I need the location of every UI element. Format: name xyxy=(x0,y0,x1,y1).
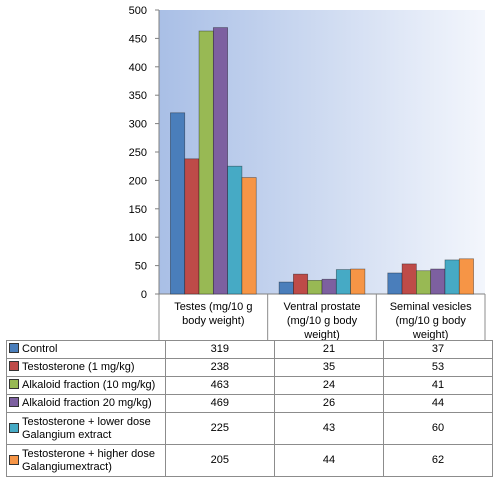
bar xyxy=(212,27,228,295)
value-cell: 41 xyxy=(382,376,493,395)
value-cell: 238 xyxy=(164,358,275,377)
category-labels: Testes (mg/10 g body weight) Ventral prost… xyxy=(174,301,472,340)
bar xyxy=(430,268,446,295)
bar xyxy=(307,280,323,295)
value-cell: 43 xyxy=(273,412,384,445)
bar xyxy=(401,263,417,295)
series-label-cell: Testosterone + lower dose Galangium extra… xyxy=(6,412,166,445)
legend-swatch xyxy=(9,454,19,465)
series-label-cell: Testosterone + higher dose Galangiumextra… xyxy=(6,444,166,477)
value-cell: 225 xyxy=(164,412,275,445)
series-label-cell: Alkaloid fraction 20 mg/kg) xyxy=(6,394,166,413)
y-tick-label: 500 xyxy=(129,5,147,17)
bar xyxy=(227,165,243,295)
bar xyxy=(184,158,200,295)
bar xyxy=(416,270,432,295)
table-row: Control 319 21 37 xyxy=(6,340,493,359)
value-cell: 44 xyxy=(382,394,493,413)
value-cell: 469 xyxy=(164,394,275,413)
series-label-cell: Alkaloid fraction (10 mg/kg) xyxy=(6,376,166,395)
bar xyxy=(198,30,214,295)
y-tick-label: 50 xyxy=(135,261,147,273)
bar xyxy=(170,112,186,295)
table-row: Testosterone + higher dose Galangiumextra… xyxy=(6,444,493,477)
series-label-cell: Control xyxy=(6,340,166,359)
y-tick-label: 150 xyxy=(129,204,147,216)
y-tick-label: 250 xyxy=(129,147,147,159)
value-cell: 37 xyxy=(382,340,493,359)
y-tick-label: 400 xyxy=(129,62,147,74)
value-cell: 463 xyxy=(164,376,275,395)
bar-chart: 0 50 100 150 200 250 300 350 400 450 500 Testes (m… xyxy=(129,5,486,340)
value-cell: 44 xyxy=(273,444,384,477)
y-tick-label: 100 xyxy=(129,232,147,244)
category-label: Ventral prostate (mg/10 g body weight) xyxy=(283,301,360,340)
table-row: Testosterone (1 mg/kg) 238 35 53 xyxy=(6,358,493,377)
bar xyxy=(444,259,460,295)
series-name: Testosterone + lower dose Galangium extra… xyxy=(22,415,151,441)
legend-swatch xyxy=(9,379,19,390)
table-row: Testosterone + lower dose Galangium extra… xyxy=(6,412,493,445)
y-tick-label: 200 xyxy=(129,175,147,187)
category-label: Seminal vesicles (mg/10 g body weight) xyxy=(390,301,472,340)
series-name: Alkaloid fraction (10 mg/kg) xyxy=(22,378,156,391)
table-row: Alkaloid fraction 20 mg/kg) 469 26 44 xyxy=(6,394,493,413)
value-cell: 205 xyxy=(164,444,275,477)
y-tick-label: 300 xyxy=(129,119,147,131)
value-cell: 53 xyxy=(382,358,493,377)
y-tick-label: 350 xyxy=(129,90,147,102)
bar xyxy=(321,278,337,295)
bar xyxy=(241,177,257,295)
y-tick-label: 450 xyxy=(129,33,147,45)
bars xyxy=(170,27,474,295)
value-cell: 26 xyxy=(273,394,384,413)
data-table: Control 319 21 37 Testosterone (1 mg/kg) 238 3… xyxy=(6,340,493,477)
y-tick-label: 0 xyxy=(141,289,147,301)
y-axis-ticks: 0 50 100 150 200 250 300 350 400 450 500 xyxy=(129,5,159,301)
value-cell: 35 xyxy=(273,358,384,377)
value-cell: 62 xyxy=(382,444,493,477)
legend-swatch xyxy=(9,343,19,354)
series-name: Testosterone (1 mg/kg) xyxy=(22,360,135,373)
value-cell: 24 xyxy=(273,376,384,395)
category-label: Testes (mg/10 g body weight) xyxy=(174,301,252,327)
bar xyxy=(293,273,309,295)
series-name: Testosterone + higher dose Galangiumextra… xyxy=(22,447,156,473)
legend-swatch xyxy=(9,397,19,408)
legend-swatch xyxy=(9,422,19,433)
value-cell: 319 xyxy=(164,340,275,359)
bar xyxy=(350,268,366,295)
bar xyxy=(335,269,351,295)
series-name: Alkaloid fraction 20 mg/kg) xyxy=(22,396,152,409)
bar xyxy=(387,272,403,295)
bar xyxy=(458,258,474,295)
table-row: Alkaloid fraction (10 mg/kg) 463 24 41 xyxy=(6,376,493,395)
bar xyxy=(278,281,294,295)
series-name: Control xyxy=(22,342,58,355)
series-label-cell: Testosterone (1 mg/kg) xyxy=(6,358,166,377)
legend-swatch xyxy=(9,361,19,372)
value-cell: 60 xyxy=(382,412,493,445)
value-cell: 21 xyxy=(273,340,384,359)
